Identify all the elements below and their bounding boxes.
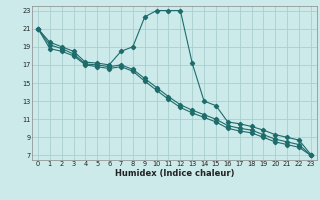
X-axis label: Humidex (Indice chaleur): Humidex (Indice chaleur) bbox=[115, 169, 234, 178]
